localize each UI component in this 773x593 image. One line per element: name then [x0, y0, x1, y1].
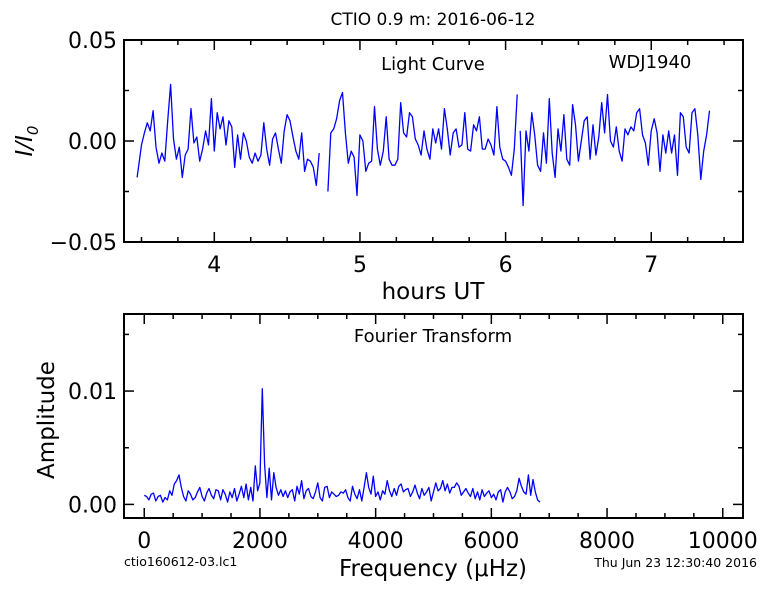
light-curve-xlabel: hours UT: [382, 279, 486, 305]
light-curve-series: [136, 83, 711, 207]
light-curve-series-line: [136, 83, 320, 187]
light-curve-axes: [123, 39, 744, 243]
fourier-series: [143, 388, 541, 503]
fourier-annotation: Fourier Transform: [354, 326, 512, 347]
fourier-xlabel: Frequency (μHz): [339, 556, 527, 582]
fourier-xtick-label: 2000: [232, 529, 288, 554]
light-curve-xtick-label: 6: [499, 253, 513, 278]
fourier-ytick-label: 0.01: [68, 380, 117, 405]
fourier-ytick-label: 0.00: [68, 493, 117, 518]
footer-timestamp: Thu Jun 23 12:30:40 2016: [593, 555, 757, 570]
light-curve-annotation: Light Curve: [381, 54, 485, 75]
light-curve-xtick-label: 4: [207, 253, 221, 278]
fourier-xtick-label: 10000: [688, 529, 758, 554]
light-curve-ytick-label: −0.05: [50, 231, 117, 256]
light-curve-ylabel: I/I0: [12, 126, 42, 157]
fourier-ylabel: Amplitude: [34, 361, 60, 479]
fourier-xtick-label: 0: [137, 529, 151, 554]
fourier-axes: [123, 313, 744, 519]
light-curve-series-line: [519, 93, 711, 207]
footer-filename: ctio160612-03.lc1: [124, 554, 237, 569]
light-curve-xtick-label: 7: [644, 253, 658, 278]
light-curve-panel: 4 5 6 7 −0.05 0.00 0.05 Light Curve WDJ1940 ho…: [12, 29, 744, 305]
fourier-panel: 0 2000 4000 6000 8000 10000 0.00 0.01 Fourier T…: [34, 313, 758, 582]
light-curve-ytick-label: 0.05: [68, 29, 117, 54]
figure-title: CTIO 0.9 m: 2016-06-12: [331, 10, 536, 30]
fourier-xtick-label: 4000: [348, 529, 404, 554]
light-curve-series-line: [327, 91, 518, 197]
light-curve-ytick-label: 0.00: [68, 130, 117, 155]
fourier-xtick-label: 8000: [579, 529, 635, 554]
target-name-annotation: WDJ1940: [609, 52, 692, 73]
light-curve-xtick-label: 5: [353, 253, 367, 278]
fourier-xtick-label: 6000: [463, 529, 519, 554]
fourier-series-line: [143, 388, 541, 503]
